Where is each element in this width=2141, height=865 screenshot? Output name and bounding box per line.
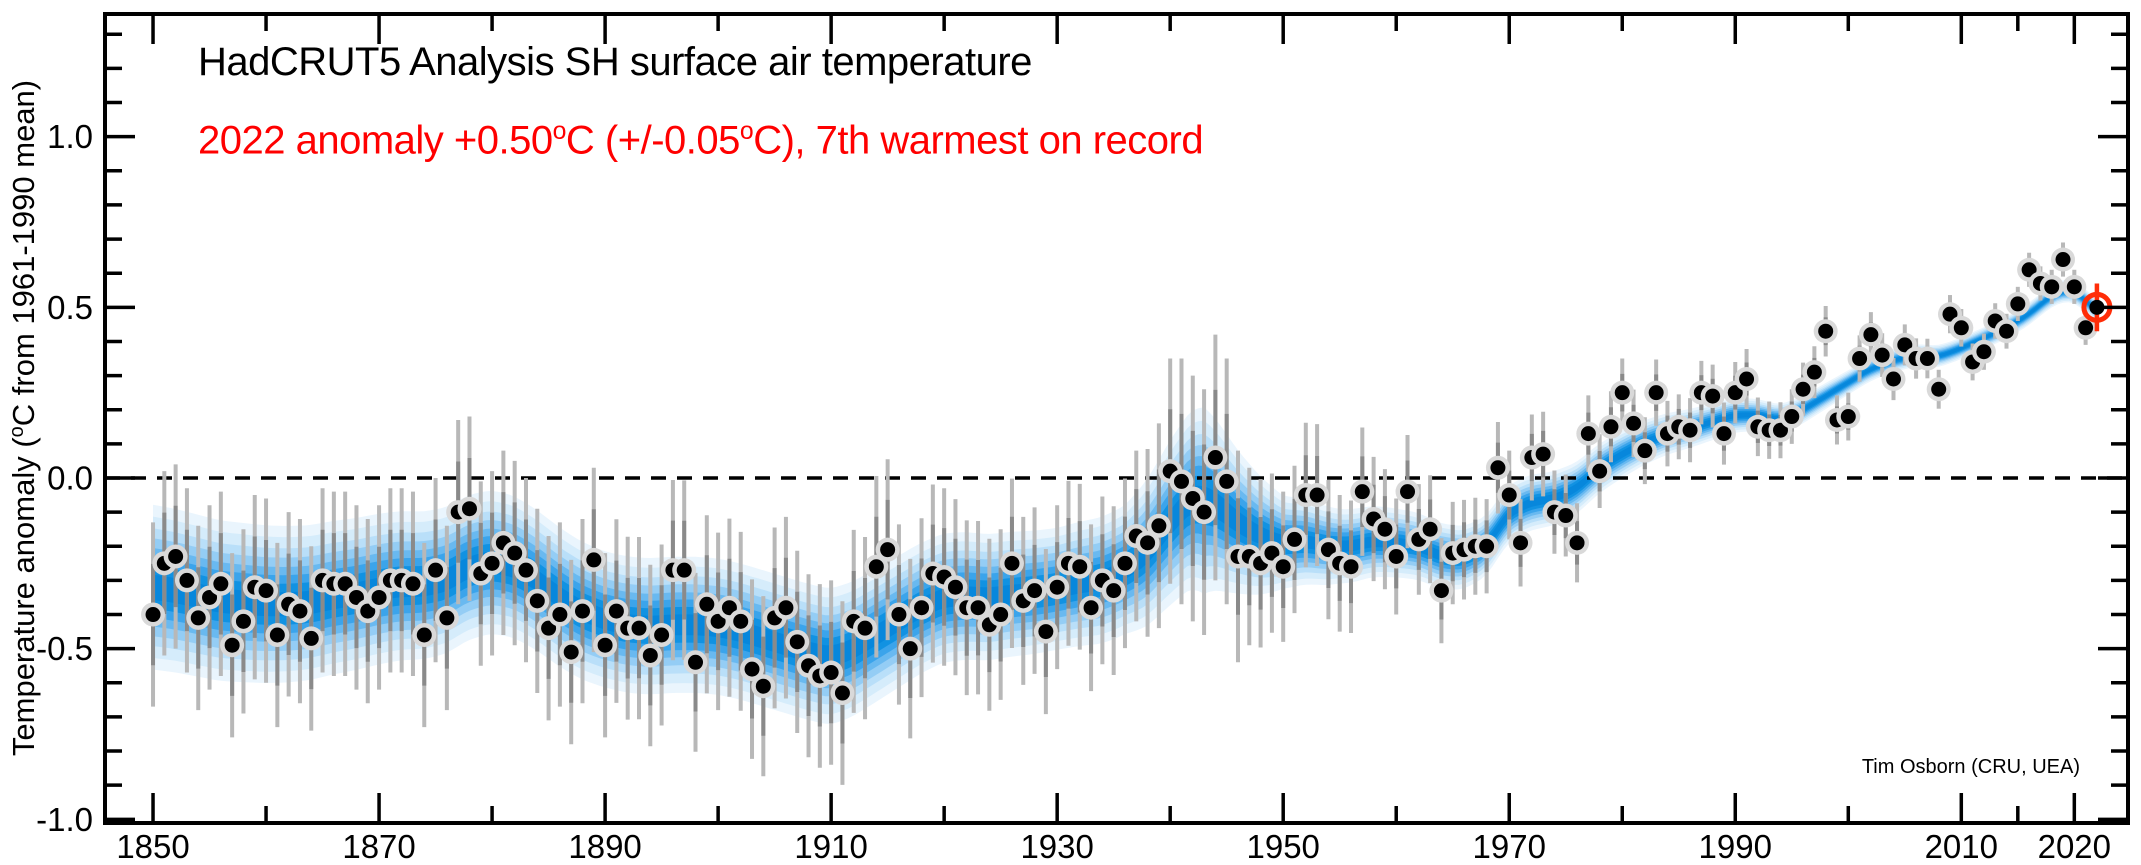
chart-subtitle: 2022 anomaly +0.50oC (+/-0.05oC), 7th wa… [198, 118, 1204, 163]
x-tick-label: 2010 [1925, 828, 1998, 865]
x-tick-label: 1990 [1699, 828, 1772, 865]
axes [103, 12, 2130, 825]
y-tick-label: 0.5 [47, 289, 93, 326]
x-tick-label: 1970 [1473, 828, 1546, 865]
y-tick-label: -0.5 [36, 630, 93, 667]
y-tick-label: 1.0 [47, 118, 93, 155]
subtitle-part-2: C (+/-0.05 [565, 118, 740, 163]
x-tick-label: 1950 [1246, 828, 1319, 865]
annual-anomaly-points [141, 247, 2098, 706]
x-tick-label: 1890 [568, 828, 641, 865]
subtitle-part-1: 2022 anomaly +0.50 [198, 118, 553, 163]
subtitle-degree-sup-2: o [739, 118, 754, 145]
x-tick-label: 1930 [1020, 828, 1093, 865]
x-tick-label: 1870 [342, 828, 415, 865]
chart-title: HadCRUT5 Analysis SH surface air tempera… [198, 40, 1032, 85]
subtitle-part-3: C), 7th warmest on record [753, 118, 1204, 163]
chart-title-text: HadCRUT5 Analysis SH surface air tempera… [198, 40, 1032, 84]
x-tick-label: 2020 [2038, 828, 2111, 865]
y-axis-title: Temperature anomaly (oC from 1961-1990 m… [6, 80, 41, 756]
y-tick-label: -1.0 [36, 801, 93, 838]
y-tick-label: 0.0 [47, 459, 93, 496]
subtitle-degree-sup-1: o [552, 118, 567, 145]
attribution-text: Tim Osborn (CRU, UEA) [1861, 756, 2080, 778]
axis-tick-labels: -1.0 -0.5 0.0 0.5 1.0 1850 1870 1890 1910 1930 195… [36, 118, 2111, 865]
x-tick-label: 1910 [794, 828, 867, 865]
x-tick-label: 1850 [116, 828, 189, 865]
